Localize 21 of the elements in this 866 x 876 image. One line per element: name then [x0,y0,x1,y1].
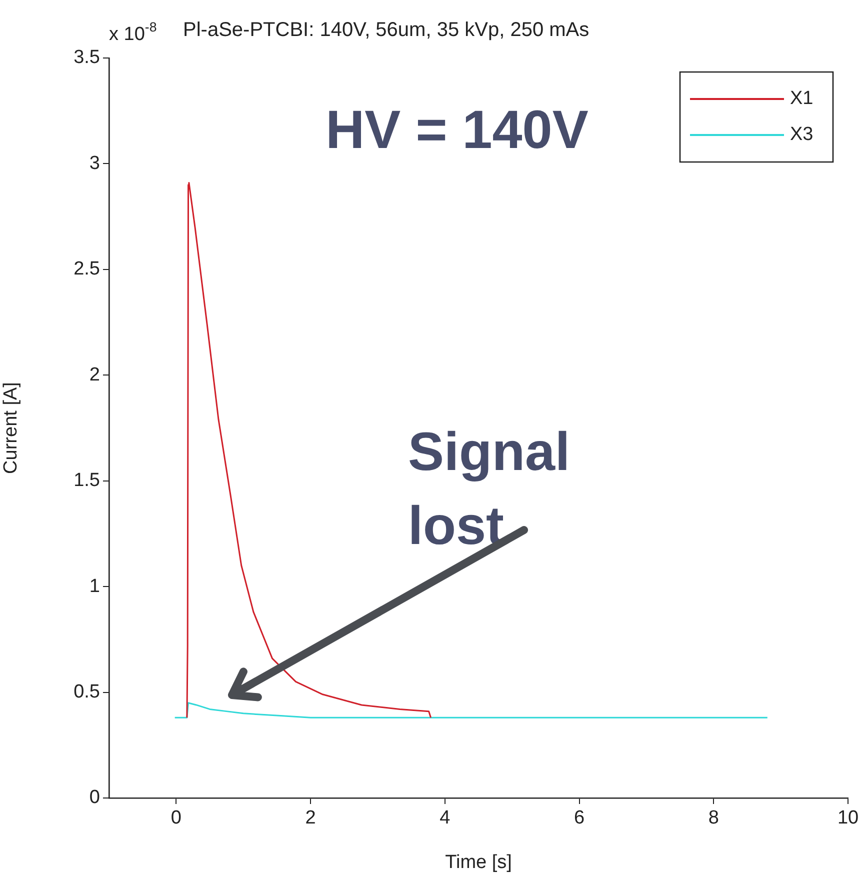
x-tick-label: 8 [708,808,719,829]
y-tick-label: 1.5 [74,470,100,492]
y-tick-label: 0.5 [74,682,100,703]
x-tick-label: 10 [837,808,859,829]
annotation: HV = 140V [326,100,588,160]
annotation: Signal lost [408,422,570,556]
x-tick-label: 4 [440,808,451,829]
x-tick-label: 2 [305,808,316,829]
y-tick-label: 0 [89,787,100,808]
legend-label: X3 [790,124,814,146]
chart-title: Pl-aSe-PTCBI: 140V, 56um, 35 kVp, 250 mAs [183,19,590,41]
legend-label: X1 [790,88,814,110]
y-tick-label: 3.5 [74,47,100,68]
y-tick-label: 1 [89,576,100,597]
x-tick-label: 0 [170,808,182,829]
y-axis-title: Current [A] [0,382,22,474]
y-tick-label: 3 [89,152,100,174]
x-tick-label: 6 [574,808,585,829]
x-axis-title: Time [s] [445,852,512,873]
y-tick-label: 2 [89,364,100,386]
y-tick-label: 2.5 [74,258,100,280]
